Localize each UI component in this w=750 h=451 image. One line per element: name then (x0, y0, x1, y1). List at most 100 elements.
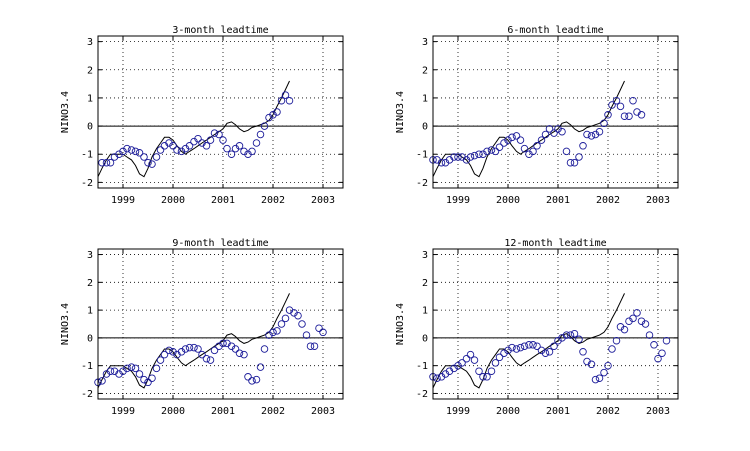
forecast-marker (637, 317, 646, 325)
forecast-marker (173, 146, 181, 154)
forecast-marker (475, 150, 483, 158)
forecast-marker (604, 361, 612, 370)
forecast-marker (148, 374, 156, 382)
forecast-marker (227, 150, 236, 158)
forecast-marker (160, 350, 169, 359)
forecast-marker (265, 113, 273, 122)
y-tick-label: 3 (422, 37, 428, 48)
forecast-marker (533, 142, 541, 150)
forecast-marker (654, 354, 662, 363)
y-tick-label: 3 (87, 37, 93, 48)
forecast-marker (608, 345, 616, 353)
forecast-marker (140, 375, 148, 384)
forecast-marker (612, 336, 621, 345)
forecast-marker (123, 144, 131, 153)
forecast-marker (252, 375, 261, 384)
forecast-marker (119, 147, 127, 156)
forecast-marker (566, 331, 575, 339)
forecast-marker (600, 368, 608, 377)
forecast-marker (152, 364, 161, 373)
forecast-marker (235, 142, 244, 150)
forecast-marker (102, 158, 111, 167)
forecast-marker (529, 147, 537, 156)
forecast-marker (202, 142, 211, 150)
panel-4: 1999 2000 2001 2002 2003 -2 -1 0 1 2 3 12-month lea… (395, 238, 679, 417)
forecast-marker (487, 367, 496, 375)
x-tick-label: 2002 (596, 195, 620, 206)
y-tick-label: 1 (87, 93, 93, 104)
x-tick-label: 2000 (161, 406, 185, 417)
y-tick-label: -2 (416, 178, 428, 189)
forecast-marker (487, 146, 496, 154)
forecast-marker (106, 367, 115, 375)
forecast-marker (520, 144, 529, 153)
forecast-marker (525, 341, 533, 349)
forecast-marker (223, 144, 231, 153)
x-tick-label: 2003 (646, 195, 670, 206)
panel-2: 1999 2000 2001 2002 2003 -2 -1 0 1 2 3 6-month lead… (395, 25, 679, 206)
x-tick-label: 2002 (261, 406, 285, 417)
forecast-marker (616, 102, 625, 111)
forecast-marker (294, 311, 302, 320)
forecast-marker (579, 348, 587, 356)
forecast-marker (662, 336, 671, 345)
forecast-marker (202, 354, 211, 363)
forecast-marker (612, 96, 621, 105)
forecast-marker (248, 377, 256, 385)
forecast-marker (470, 356, 479, 364)
forecast-marker (127, 146, 136, 154)
forecast-marker (575, 153, 583, 161)
chart-title: 12-month leadtime (504, 238, 606, 249)
forecast-marker (629, 314, 637, 323)
forecast-marker (135, 370, 144, 378)
forecast-marker (260, 345, 269, 353)
forecast-marker (495, 143, 504, 151)
forecast-marker (244, 373, 252, 381)
forecast-marker (119, 367, 127, 375)
forecast-marker (495, 353, 504, 362)
forecast-marker (566, 158, 575, 167)
y-tick-label: 2 (87, 278, 93, 289)
forecast-marker (235, 349, 244, 357)
y-tick-label: 1 (422, 93, 428, 104)
forecast-marker (520, 342, 529, 350)
y-axis-label: NINO3.4 (60, 91, 71, 133)
forecast-marker (131, 147, 140, 156)
forecast-marker (437, 158, 446, 167)
forecast-marker (562, 147, 571, 156)
forecast-marker (144, 158, 152, 167)
forecast-marker (210, 346, 219, 355)
x-tick-label: 2002 (261, 195, 285, 206)
forecast-marker (491, 147, 500, 156)
axes-frame (432, 35, 679, 189)
forecast-marker (177, 348, 186, 356)
y-tick-label: 3 (87, 250, 93, 261)
forecast-marker (450, 364, 458, 373)
x-tick-label: 2003 (311, 406, 335, 417)
y-tick-label: 0 (422, 333, 428, 344)
y-tick-label: 1 (422, 306, 428, 317)
plot-area (98, 249, 343, 399)
forecast-marker (165, 139, 173, 147)
forecast-marker (625, 112, 633, 120)
panel-1: 1999 2000 2001 2002 2003 -2 -1 0 1 2 3 3-month lead… (60, 25, 344, 206)
forecast-marker (620, 325, 629, 334)
forecast-marker (185, 142, 194, 150)
x-tick-label: 1999 (111, 406, 135, 417)
observed-line (97, 80, 290, 178)
forecast-marker (169, 142, 177, 150)
forecast-marker (508, 133, 516, 142)
forecast-marker (470, 151, 479, 160)
forecast-marker (454, 361, 462, 370)
forecast-marker (194, 345, 202, 353)
y-tick-label: -2 (416, 389, 428, 400)
forecast-marker (285, 96, 294, 105)
chart-title: 9-month leadtime (172, 238, 268, 249)
forecast-marker (491, 359, 500, 367)
x-tick-label: 2002 (596, 406, 620, 417)
forecast-marker (437, 373, 446, 381)
forecast-marker (144, 378, 152, 387)
x-tick-label: 2001 (211, 406, 235, 417)
forecast-marker (302, 331, 311, 339)
